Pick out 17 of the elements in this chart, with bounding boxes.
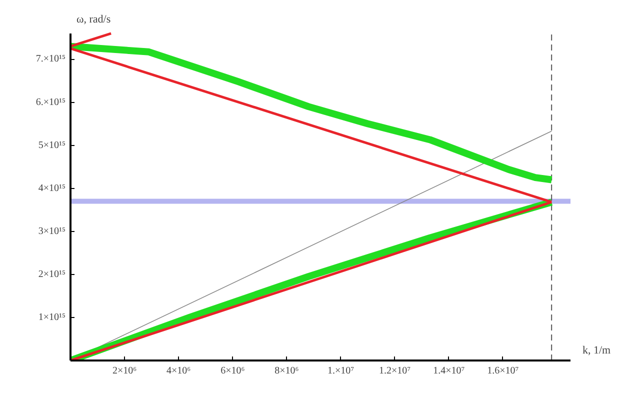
y-tick-label: 5×10¹⁵ (38, 140, 66, 151)
y-tick-label: 3×10¹⁵ (38, 226, 66, 237)
x-tick-label: 8×10⁶ (274, 366, 300, 376)
x-tick-label: 1.×10⁷ (327, 366, 355, 376)
y-tick-label: 6.×10¹⁵ (36, 96, 66, 108)
y-axis-title: ω, rad/s (76, 13, 111, 26)
x-tick-label: 4×10⁶ (166, 366, 192, 376)
x-tick-label: 1.2×10⁷ (379, 366, 412, 376)
x-tick-label: 1.4×10⁷ (433, 366, 466, 376)
y-tick-label: 7.×10¹⁵ (36, 54, 66, 65)
x-tick-label: 2×10⁶ (112, 366, 138, 376)
x-tick-label: 1.6×10⁷ (487, 366, 520, 376)
x-axis-title: k, 1/m (582, 344, 612, 356)
y-tick-label: 1×10¹⁵ (38, 312, 66, 323)
x-tick-label: 6×10⁶ (220, 366, 246, 376)
y-tick-label: 2×10¹⁵ (38, 268, 66, 280)
y-tick-label: 4×10¹⁵ (38, 182, 66, 194)
